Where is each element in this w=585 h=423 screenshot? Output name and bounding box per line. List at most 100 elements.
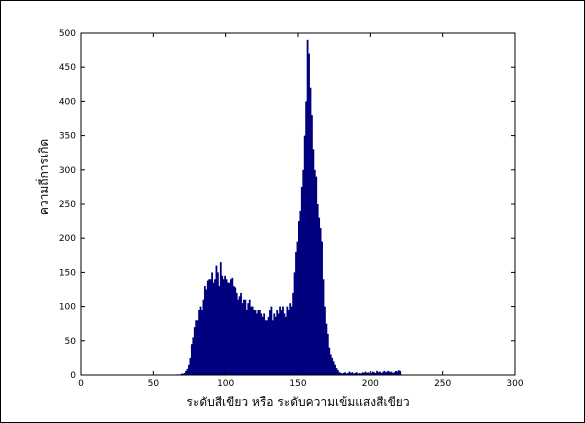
histogram-bar (318, 217, 321, 375)
histogram-bar (332, 361, 335, 375)
histogram-bar (303, 135, 306, 375)
histogram-bar (189, 357, 192, 375)
histogram-bar (393, 372, 396, 375)
histogram-bar (392, 372, 394, 375)
histogram-bar (266, 320, 268, 375)
histogram-bar (331, 357, 334, 375)
x-tick-label: 300 (506, 379, 523, 389)
histogram-bar (280, 310, 283, 375)
histogram-bar (192, 337, 195, 375)
histogram-bar (257, 310, 260, 375)
histogram-bar (254, 310, 257, 375)
histogram-bar (302, 169, 305, 375)
histogram-bar (195, 320, 198, 375)
y-tick-label: 400 (59, 97, 76, 107)
histogram-bar (211, 272, 213, 375)
histogram-bar (399, 370, 402, 375)
histogram-bar (270, 306, 273, 375)
histogram-bar (383, 370, 386, 375)
y-tick-label: 500 (59, 29, 76, 39)
histogram-bar (363, 372, 365, 375)
histogram-bar (279, 306, 281, 375)
x-tick-label: 0 (78, 379, 84, 389)
histogram-bar (335, 368, 338, 375)
histogram-bar (334, 364, 336, 375)
histogram-bar (324, 306, 326, 375)
histogram-bar (311, 115, 313, 375)
histogram-bar (390, 371, 393, 375)
histogram-bar (299, 210, 302, 375)
histogram-bar (305, 101, 308, 376)
histogram-bar (222, 279, 225, 375)
histogram-bar (286, 306, 289, 375)
x-tick-label: 200 (362, 379, 379, 389)
histogram-bar (282, 306, 284, 375)
histogram-bar (219, 262, 222, 375)
histogram-bar (325, 323, 328, 375)
y-tick-label: 150 (59, 268, 76, 278)
histogram-bar (234, 287, 237, 375)
y-tick-label: 0 (70, 371, 76, 381)
histogram-bar (198, 310, 200, 375)
histogram-bar (365, 372, 368, 375)
histogram-bar (345, 373, 348, 375)
histogram-bar (296, 241, 299, 375)
histogram-bar (326, 333, 329, 375)
histogram-bar (251, 306, 254, 375)
histogram-bar (185, 370, 187, 375)
histogram-bar (216, 272, 219, 375)
y-tick-label: 250 (59, 200, 76, 210)
histogram-bar (273, 313, 276, 375)
histogram-bar (389, 372, 391, 375)
histogram-bar (224, 275, 227, 375)
histogram-bar (241, 303, 244, 375)
histogram-bar (371, 371, 374, 375)
histogram-bar (188, 364, 190, 375)
histogram-bars (176, 39, 402, 376)
histogram-bar (379, 371, 381, 375)
histogram-bar (276, 310, 279, 375)
histogram-bar (348, 371, 351, 375)
histogram-bar (228, 282, 231, 375)
histogram-bar (351, 372, 354, 375)
histogram-bar (384, 372, 387, 375)
histogram-bar (367, 372, 370, 375)
histogram-bar (350, 372, 352, 375)
histogram-bar (352, 373, 355, 375)
histogram-bar (245, 310, 248, 375)
histogram-bar (289, 303, 292, 375)
histogram-bar (235, 292, 238, 375)
histogram-bar (256, 313, 258, 375)
histogram-bar (232, 286, 235, 375)
x-tick-label: 100 (217, 379, 234, 389)
histogram-bar (290, 306, 293, 375)
histogram-bar (215, 265, 218, 375)
histogram-bar (240, 292, 242, 375)
histogram-bar (358, 372, 361, 375)
histogram-bar (227, 282, 229, 375)
histogram-bar (321, 241, 323, 375)
y-tick-label: 350 (59, 132, 76, 142)
histogram-bar (199, 306, 202, 375)
histogram-bar (243, 299, 245, 375)
tick-marks (80, 32, 516, 376)
histogram-bar (263, 313, 266, 375)
histogram-bar (248, 299, 251, 375)
histogram-bar (269, 310, 271, 375)
histogram-bar (312, 149, 315, 375)
histogram-bar (370, 372, 373, 375)
histogram-bar (214, 279, 216, 375)
histogram-bar (361, 372, 364, 375)
histogram-bar (308, 53, 310, 376)
histogram-bar (376, 370, 378, 375)
histogram-bar (283, 313, 286, 375)
histogram-bar (315, 176, 318, 375)
histogram-bar (271, 320, 274, 375)
histogram-bar (394, 370, 397, 375)
histogram-bar (338, 372, 341, 375)
histogram-bar (309, 87, 312, 375)
histogram-bar (258, 310, 261, 375)
histogram-bar (368, 373, 371, 375)
